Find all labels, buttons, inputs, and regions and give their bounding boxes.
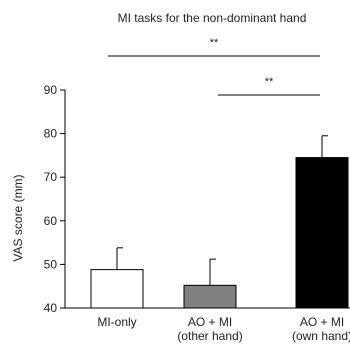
- y-tick-label: 50: [44, 257, 58, 271]
- category-label: AO + MI: [188, 315, 232, 329]
- bar: [295, 157, 349, 309]
- category-label: (own hand): [292, 329, 350, 343]
- bar: [90, 269, 144, 309]
- category-label: AO + MI: [300, 315, 344, 329]
- significance-label: **: [210, 37, 219, 49]
- category-label: MI-only: [97, 315, 136, 329]
- category-labels: MI-only AO + MI(other hand)AO + MI(own ha…: [97, 315, 350, 343]
- y-axis-label: VAS score (mm): [11, 174, 25, 261]
- bars-group: [90, 135, 349, 309]
- bar: [183, 284, 237, 309]
- y-tick-label: 40: [44, 301, 58, 315]
- y-tick-label: 90: [44, 83, 58, 97]
- category-label: (other hand): [177, 329, 242, 343]
- y-tick-label: 70: [44, 170, 58, 184]
- significance-brackets: ** **: [108, 37, 320, 96]
- y-axis-ticks: 40 50 60 70 80 90: [44, 83, 65, 315]
- y-tick-label: 60: [44, 214, 58, 228]
- y-tick-label: 80: [44, 127, 58, 141]
- chart-title: MI tasks for the non-dominant hand: [118, 11, 307, 25]
- significance-label: **: [265, 76, 274, 88]
